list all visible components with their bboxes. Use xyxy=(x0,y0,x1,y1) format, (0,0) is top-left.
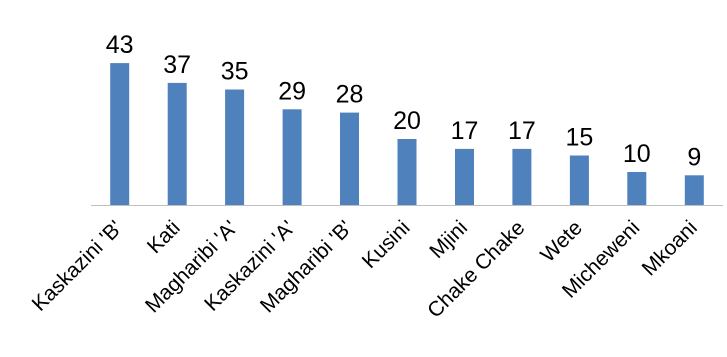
bar-3 xyxy=(282,109,302,205)
bar-8 xyxy=(569,155,589,205)
data-label-4: 28 xyxy=(336,81,364,109)
bar-1 xyxy=(167,82,187,205)
category-label-8: Wete xyxy=(536,216,587,267)
category-label-10: Mkoani xyxy=(638,216,702,280)
bar-6 xyxy=(455,148,474,205)
bar-10 xyxy=(684,175,704,205)
category-label-1: Kati xyxy=(143,216,185,258)
bar-2 xyxy=(225,89,245,205)
data-label-1: 37 xyxy=(163,51,191,79)
data-label-5: 20 xyxy=(393,107,421,135)
bar-0 xyxy=(110,63,130,205)
data-label-7: 17 xyxy=(508,117,536,145)
data-label-0: 43 xyxy=(106,31,134,59)
data-label-2: 35 xyxy=(221,58,249,86)
data-label-group: 43 37 35 29 28 20 17 17 15 10 9 xyxy=(106,31,701,171)
bar-9 xyxy=(627,172,647,205)
data-label-6: 17 xyxy=(451,117,479,145)
data-label-9: 10 xyxy=(623,140,651,168)
bar-7 xyxy=(512,148,532,205)
data-label-3: 29 xyxy=(278,77,306,105)
category-label-0: Kaskazini 'B' xyxy=(28,216,128,316)
data-label-8: 15 xyxy=(565,124,593,152)
bar-group xyxy=(110,63,704,205)
bar-4 xyxy=(340,112,359,205)
bar-5 xyxy=(397,139,417,205)
data-label-10: 9 xyxy=(687,143,701,171)
category-label-5: Kusini xyxy=(358,216,415,273)
category-label-6: Mjini xyxy=(425,216,472,263)
